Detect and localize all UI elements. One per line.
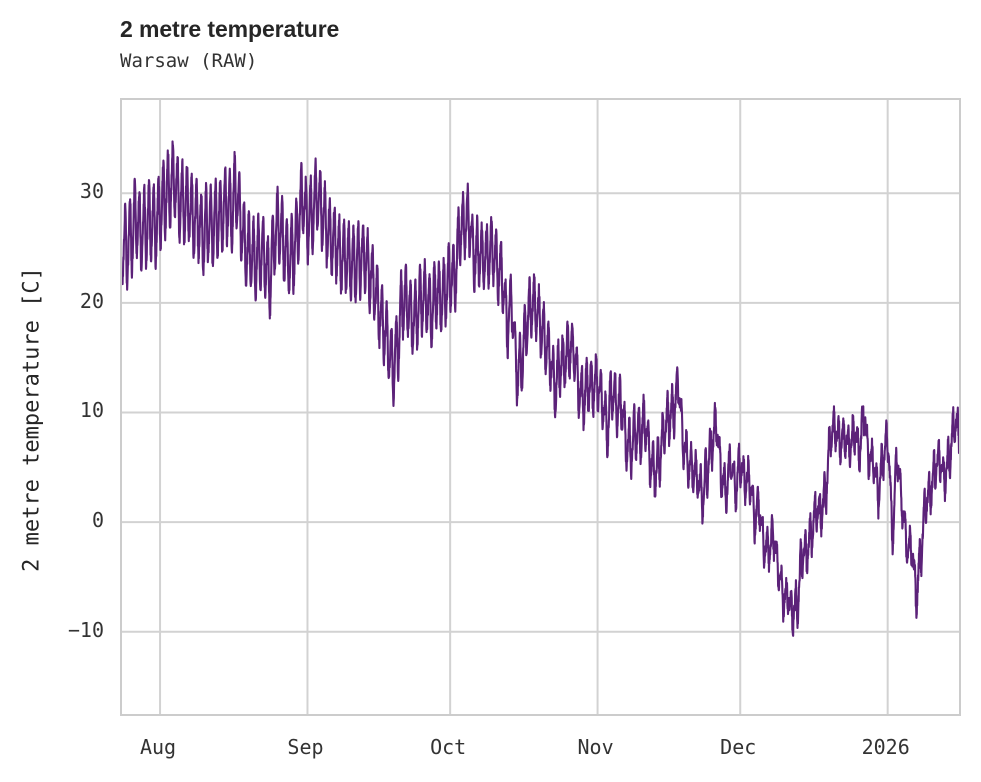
x-axis-tick-sep: Sep (287, 735, 324, 759)
y-axis-tick-layer: 30 20 10 0 −10 (0, 0, 104, 782)
x-axis-tick-aug: Aug (139, 735, 177, 759)
x-axis-tick-nov: Nov (577, 735, 614, 759)
page-title: 2 metre temperature (120, 16, 340, 42)
y-axis-tick-20: 20 (79, 288, 104, 313)
temperature-line-plot (122, 100, 959, 714)
chart-subtitle: Warsaw (RAW) (120, 50, 258, 72)
plot-area (120, 98, 961, 716)
plot-inner (122, 100, 959, 714)
y-axis-label: 2 metre temperature [C] (19, 267, 45, 572)
x-axis-tick-oct: Oct (430, 735, 467, 759)
y-axis-tick-10: 10 (79, 398, 104, 423)
temperature-series-line (122, 140, 959, 637)
y-axis-tick-0: 0 (91, 508, 104, 533)
x-axis-tick-dec: Dec (720, 735, 757, 759)
y-axis-tick-minus10: −10 (67, 617, 104, 642)
x-axis-tick-2026: 2026 (861, 735, 910, 759)
y-axis-tick-30: 30 (79, 179, 104, 204)
